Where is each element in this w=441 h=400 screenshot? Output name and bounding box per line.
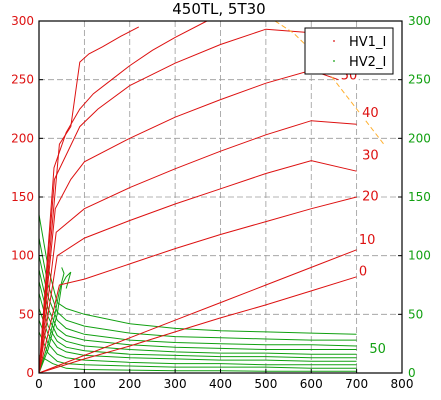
red-series-line — [38, 276, 357, 374]
series-label-bg — [360, 188, 381, 204]
green-series-line — [38, 269, 357, 350]
x-tick-label: 100 — [73, 377, 96, 391]
green-series-line — [38, 354, 357, 372]
y-tick-label-left: 100 — [11, 249, 34, 263]
y-tick-label-left: 300 — [11, 14, 34, 28]
series-label-bg — [356, 231, 377, 247]
y-tick-label-left: 50 — [19, 307, 34, 321]
red-series-line — [38, 69, 339, 374]
green-series-line — [38, 255, 357, 347]
green-series-line — [38, 320, 357, 366]
y-tick-label-left: 250 — [11, 73, 34, 87]
red-series-line — [38, 196, 357, 374]
x-tick-label: 700 — [345, 377, 368, 391]
green-series-line — [38, 267, 65, 374]
green-series-line — [38, 214, 357, 335]
red-series-line — [38, 249, 357, 374]
red-series-label: 40 — [362, 106, 379, 121]
green-series-line — [38, 293, 357, 359]
legend-label-hv1: HV1_I — [349, 35, 386, 50]
y-tick-label-right: 50 — [408, 307, 423, 321]
y-tick-label-right: 100 — [408, 249, 431, 263]
axis-ticks: 0 100 200 300 400 500 600 700 800050100150200250… — [11, 14, 431, 391]
legend-marker-hv1 — [333, 40, 335, 42]
green-series-label: 50 — [369, 342, 386, 357]
series-label-bg — [356, 263, 369, 279]
green-series-line — [38, 281, 357, 355]
green-series-line — [38, 238, 357, 341]
y-tick-label-right: 200 — [408, 131, 431, 145]
series-label-bg — [360, 105, 381, 121]
legend-marker-hv2 — [333, 60, 335, 62]
green-series-group — [38, 214, 357, 374]
y-tick-label-right: 150 — [408, 190, 431, 204]
red-series-label: 10 — [359, 233, 376, 248]
red-series-label: 0 — [359, 265, 367, 280]
red-series-line — [38, 20, 208, 374]
legend-box — [304, 27, 394, 75]
x-tick-label: 0 — [35, 377, 43, 391]
x-tick-label: 300 — [164, 377, 187, 391]
green-series-line — [38, 308, 357, 362]
red-series-label: 20 — [362, 190, 379, 205]
x-tick-label: 200 — [118, 377, 141, 391]
chart-title: 450TL, 5T30 — [172, 0, 265, 18]
y-tick-label-left: 0 — [26, 366, 34, 380]
series-label-bg — [360, 147, 381, 163]
series-label-bg — [367, 341, 388, 357]
x-tick-label: 500 — [254, 377, 277, 391]
red-series-line — [38, 160, 357, 374]
y-tick-label-right: 0 — [408, 366, 416, 380]
y-tick-label-left: 200 — [11, 131, 34, 145]
red-series-group — [38, 20, 357, 374]
y-tick-label-left: 150 — [11, 190, 34, 204]
red-series-line — [38, 26, 140, 374]
x-tick-label: 400 — [209, 377, 232, 391]
red-series-line — [38, 28, 312, 374]
red-series-label: 30 — [362, 148, 379, 163]
red-series-line — [38, 120, 357, 374]
legend: HV1_I HV2_I — [304, 27, 394, 75]
green-series-line — [38, 331, 357, 369]
x-tick-label: 800 — [391, 377, 414, 391]
green-series-line — [38, 271, 72, 374]
x-tick-label: 600 — [300, 377, 323, 391]
y-tick-label-right: 250 — [408, 73, 431, 87]
legend-label-hv2: HV2_I — [349, 55, 386, 70]
y-tick-label-right: 300 — [408, 14, 431, 28]
